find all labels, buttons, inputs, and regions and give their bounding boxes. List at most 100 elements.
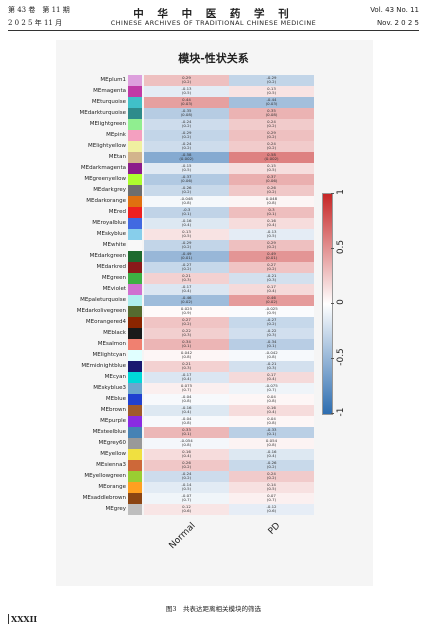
heatmap-cell: -0.29 (0.2): [144, 130, 229, 141]
heatmap-cell: 0.17 (0.4): [229, 284, 314, 295]
cell-correlation: 0.17: [267, 372, 276, 377]
heatmap-cell: -0.17 (0.4): [144, 372, 229, 383]
module-label: MEpink: [106, 132, 126, 138]
heatmap-cell: 0.29 (0.2): [144, 75, 229, 86]
cell-p-value: (0.03): [265, 101, 278, 107]
cell-correlation: 0.07: [267, 493, 276, 498]
cell-p-value: (0.06): [180, 178, 193, 184]
cell-p-value: (0.2): [181, 123, 192, 129]
cell-p-value: (0.8): [181, 200, 192, 206]
cell-p-value: (0.01): [180, 255, 193, 261]
module-label: MEred: [108, 209, 126, 215]
cell-p-value: (0.7): [266, 497, 277, 503]
heatmap-cell: -0.24 (0.2): [144, 141, 229, 152]
module-label: MEroyalblue: [92, 220, 126, 226]
heatmap-cell: 0.26 (0.2): [229, 185, 314, 196]
module-color-swatch: [128, 119, 142, 130]
cell-p-value: (0.2): [181, 266, 192, 272]
module-label: MEturquoise: [91, 99, 126, 105]
cell-correlation: 0.27: [182, 317, 191, 322]
heatmap-cell: 0.025 (0.9): [144, 306, 229, 317]
cell-p-value: (0.8): [181, 442, 192, 448]
cell-correlation: 0.16: [182, 449, 191, 454]
module-label: MEplum1: [100, 77, 126, 83]
cell-correlation: -0.29: [181, 130, 192, 135]
header-right-top: Vol. 43 No. 11: [370, 6, 419, 14]
module-color-swatch: [128, 460, 142, 471]
cell-correlation: -0.34: [266, 339, 277, 344]
cell-correlation: 0.58: [267, 152, 276, 157]
cell-correlation: 0.35: [267, 108, 276, 113]
cell-p-value: (0.3): [181, 332, 192, 338]
cell-p-value: (0.1): [266, 343, 277, 349]
cell-p-value: (0.1): [181, 431, 192, 437]
cell-p-value: (0.8): [266, 398, 277, 404]
cell-correlation: -0.17: [181, 372, 192, 377]
heatmap-cell: -0.21 (0.3): [229, 361, 314, 372]
heatmap-cell: -0.16 (0.4): [229, 449, 314, 460]
module-color-swatch: [128, 218, 142, 229]
module-label: MEwhite: [102, 242, 126, 248]
cell-correlation: 0.29: [267, 240, 276, 245]
module-label: MEcyan: [104, 374, 126, 380]
cell-p-value: (0.2): [181, 189, 192, 195]
cell-p-value: (0.8): [181, 354, 192, 360]
cell-correlation: 0.048: [265, 196, 278, 201]
module-color-swatch: [128, 482, 142, 493]
cell-correlation: 0.34: [182, 339, 191, 344]
heatmap-cell: -0.13 (0.5): [229, 229, 314, 240]
cell-correlation: 0.26: [267, 185, 276, 190]
heatmap-cell: 0.21 (0.3): [144, 273, 229, 284]
cell-p-value: (0.03): [180, 101, 193, 107]
cell-correlation: 0.042: [180, 350, 193, 355]
cell-correlation: -0.16: [181, 405, 192, 410]
module-label: MElightgreen: [89, 121, 126, 127]
heatmap-cell: -0.048 (0.8): [144, 196, 229, 207]
module-label: MEorangered4: [85, 319, 126, 325]
cell-correlation: -0.04: [181, 394, 192, 399]
heatmap-cell: -0.14 (0.5): [144, 482, 229, 493]
cell-p-value: (0.5): [181, 233, 192, 239]
cell-correlation: 0.21: [182, 273, 191, 278]
module-label: MEgrey: [105, 506, 127, 512]
module-color-swatch: [128, 163, 142, 174]
heatmap-cell: 0.075 (0.7): [144, 383, 229, 394]
heatmap-cell: 0.16 (0.4): [144, 449, 229, 460]
cell-correlation: -0.24: [181, 119, 192, 124]
heatmap-cell: 0.26 (0.2): [144, 460, 229, 471]
heatmap-cell: -0.04 (0.8): [144, 394, 229, 405]
cell-p-value: (0.3): [266, 365, 277, 371]
module-color-swatch: [128, 141, 142, 152]
cell-correlation: 0.17: [267, 284, 276, 289]
heatmap-cell: 0.24 (0.2): [229, 471, 314, 482]
heatmap-cell: -0.042 (0.8): [229, 350, 314, 361]
module-color-swatch: [128, 350, 142, 361]
colorbar-tick-label: 0.5: [336, 239, 346, 255]
cell-p-value: (0.3): [181, 365, 192, 371]
heatmap-cell: 0.21 (0.3): [144, 361, 229, 372]
module-label: MEsienna3: [96, 462, 126, 468]
module-color-swatch: [128, 86, 142, 97]
colorbar-tick: [331, 358, 334, 359]
heatmap-cell: 0.13 (0.5): [144, 229, 229, 240]
heatmap-cell: 0.37 (0.06): [229, 174, 314, 185]
module-color-swatch: [128, 174, 142, 185]
heatmap-cell: -0.34 (0.1): [229, 339, 314, 350]
cell-p-value: (0.2): [181, 321, 192, 327]
cell-p-value: (0.9): [181, 310, 192, 316]
cell-correlation: 0.33: [182, 427, 191, 432]
cell-p-value: (0.002): [264, 156, 279, 162]
module-color-swatch: [128, 97, 142, 108]
colorbar-tick-label: 1: [336, 189, 346, 195]
module-label: MEmidnightblue: [81, 363, 126, 369]
heatmap-cell: -0.27 (0.2): [229, 317, 314, 328]
cell-correlation: 0.24: [267, 119, 276, 124]
cell-correlation: -0.14: [181, 482, 192, 487]
module-label: MElightcyan: [92, 352, 126, 358]
cell-p-value: (0.5): [266, 167, 277, 173]
cell-p-value: (0.5): [181, 167, 192, 173]
module-color-swatch: [128, 449, 142, 460]
heatmap-cell: -0.26 (0.2): [144, 185, 229, 196]
heatmap-cell: 0.27 (0.2): [144, 317, 229, 328]
cell-p-value: (0.1): [266, 211, 277, 217]
